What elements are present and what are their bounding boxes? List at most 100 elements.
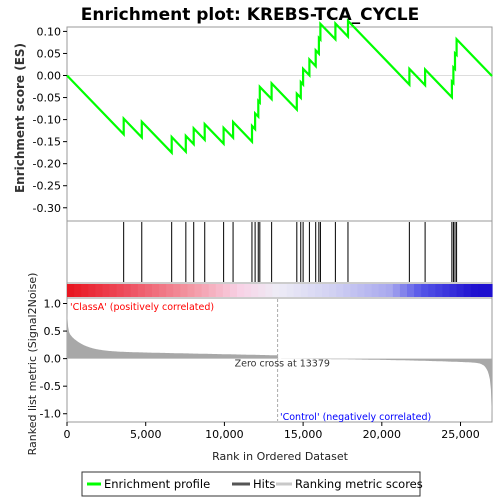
es-y-tick-label: -0.25 [33, 180, 61, 193]
heatmap-cell [251, 284, 259, 297]
heatmap-cell [421, 284, 429, 297]
metric-y-tick-label: -1.0 [40, 408, 61, 421]
heatmap-cell [244, 284, 252, 297]
heatmap-cell [229, 284, 238, 297]
heatmap-cell [88, 284, 96, 297]
x-tick-label: 20,000 [363, 428, 402, 441]
heatmap-cell [95, 284, 104, 297]
heatmap-cell [102, 284, 111, 297]
heatmap-cell [435, 284, 444, 297]
es-y-tick-label: -0.30 [33, 202, 61, 215]
es-y-tick-label: -0.15 [33, 136, 61, 149]
heatmap-cell [116, 284, 125, 297]
legend-enrichment-label: Enrichment profile [104, 477, 210, 491]
heatmap-cell [364, 284, 373, 297]
heatmap-cell [378, 284, 387, 297]
heatmap-cell [392, 284, 401, 297]
heatmap-cell [442, 284, 451, 297]
heatmap-cell [67, 284, 75, 297]
heatmap-cell [215, 284, 224, 297]
hits-area [66, 220, 493, 284]
es-plot-area [66, 26, 493, 222]
heatmap-cell [336, 284, 344, 297]
heatmap-cell [137, 284, 146, 297]
zero-cross-label: Zero cross at 13379 [235, 359, 330, 370]
metric-y-tick-label: -0.5 [40, 380, 61, 393]
es-axis-label: Enrichment score (ES) [13, 43, 27, 193]
heatmap-cell [180, 284, 189, 297]
es-y-tick-label: -0.10 [33, 114, 61, 127]
heatmap-cell [237, 284, 245, 297]
heatmap-cell [350, 284, 359, 297]
x-tick-label: 10,000 [205, 428, 244, 441]
heatmap-cell [293, 284, 302, 297]
heatmap-cell [357, 284, 366, 297]
metric-panel: 1.0 0.5 0.0 -0.5 -1.0 Zero cross at 13379 'C… [26, 273, 493, 456]
heatmap-cell [74, 284, 82, 297]
heatmap-cell [222, 284, 231, 297]
heatmap-cell [385, 284, 394, 297]
es-y-tick-label: -0.05 [33, 92, 61, 105]
heatmap-cell [449, 284, 458, 297]
heatmap-cell [159, 284, 167, 297]
heatmap-cell [371, 284, 380, 297]
heatmap-cell [477, 284, 486, 297]
rank-heatmap-band [66, 282, 493, 299]
heatmap-cell [322, 284, 330, 297]
es-panel: 0.10 0.05 0.00 -0.05 -0.10 -0.15 -0.20 -0.25 -0.… [13, 18, 493, 222]
heatmap-cell [463, 284, 472, 297]
heatmap-cell [173, 284, 181, 297]
legend-box [81, 471, 421, 497]
heatmap-cell [152, 284, 160, 297]
heatmap-cell [166, 284, 174, 297]
es-y-tick-label: 0.10 [37, 25, 62, 38]
metric-y-tick-label: 0.0 [44, 353, 62, 366]
heatmap-cell [258, 284, 266, 297]
heatmap-cell [307, 284, 316, 297]
heatmap-cell [428, 284, 436, 297]
heatmap-cell [279, 284, 288, 297]
x-tick-label: 25,000 [441, 428, 480, 441]
heatmap-cell [130, 284, 139, 297]
heatmap-cell [470, 284, 479, 297]
legend-metric-label: Ranking metric scores [295, 477, 423, 491]
heatmap-cell [144, 284, 153, 297]
legend: Enrichment profile Hits Ranking metric s… [81, 471, 423, 497]
legend-hits-label: Hits [253, 477, 275, 491]
heatmap-cell [399, 284, 408, 297]
metric-axis-label: Ranked list metric (Signal2Noise) [26, 273, 39, 456]
heatmap-cell [484, 284, 493, 297]
heatmap-cell [343, 284, 351, 297]
heatmap-cell [286, 284, 295, 297]
heatmap-cell [414, 284, 422, 297]
metric-y-tick-label: 0.5 [44, 325, 62, 338]
hits-panel [66, 220, 493, 284]
negative-class-label: 'Control' (negatively correlated) [280, 412, 431, 423]
heatmap-cell [407, 284, 415, 297]
es-y-tick-label: 0.00 [37, 70, 62, 83]
heatmap-cell [314, 284, 323, 297]
heatmap-cell [208, 284, 217, 297]
x-tick-label: 5,000 [130, 428, 162, 441]
heatmap-cell [81, 284, 89, 297]
heatmap-cell [329, 284, 337, 297]
positive-class-label: 'ClassA' (positively correlated) [70, 302, 214, 313]
heatmap-cell [187, 284, 196, 297]
heatmap-cell [272, 284, 281, 297]
x-tick-label: 0 [64, 428, 71, 441]
heatmap-cell [456, 284, 465, 297]
heatmap-cell [300, 284, 309, 297]
x-axis: 0 5,000 10,000 15,000 20,000 25,000 [64, 422, 480, 441]
heatmap-cell [265, 284, 274, 297]
heatmap-cell [123, 284, 132, 297]
heatmap-cell [201, 284, 210, 297]
x-axis-label: Rank in Ordered Dataset [212, 450, 349, 463]
enrichment-profile-line [66, 18, 493, 156]
x-tick-label: 15,000 [284, 428, 323, 441]
metric-y-tick-label: 1.0 [44, 298, 62, 311]
heatmap-cell [109, 284, 118, 297]
es-y-tick-label: -0.20 [33, 158, 61, 171]
es-y-tick-label: 0.05 [37, 47, 62, 60]
heatmap-cell [194, 284, 203, 297]
